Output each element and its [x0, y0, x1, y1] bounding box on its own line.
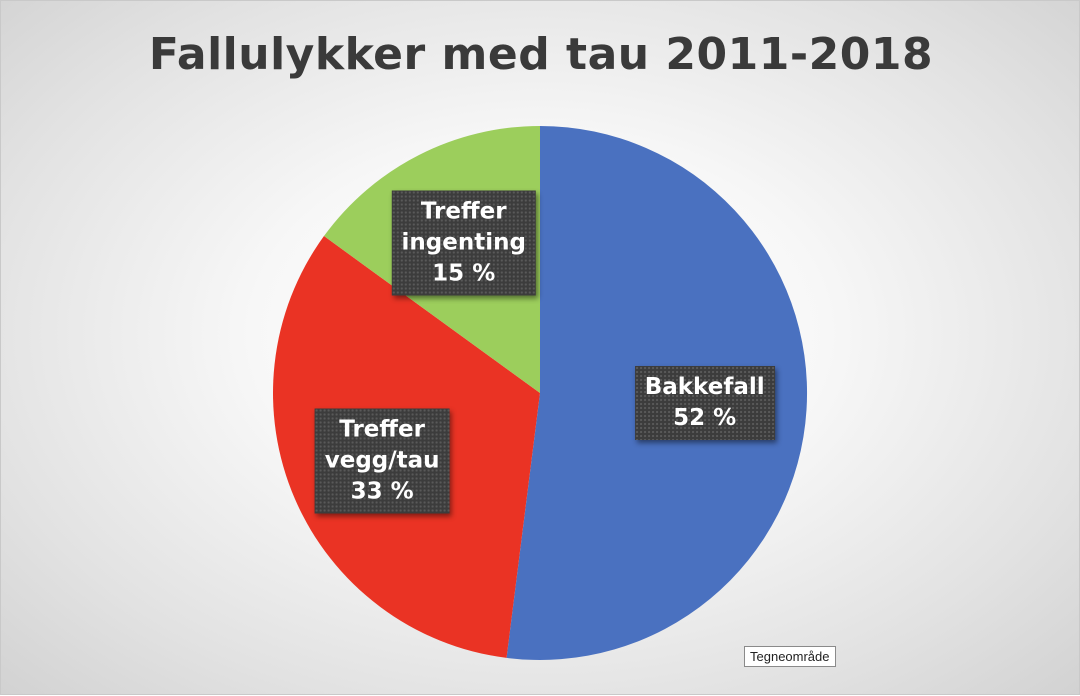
data-label-category: ingenting: [401, 229, 526, 256]
data-label-category: Treffer: [339, 416, 425, 443]
chart-title: Fallulykker med tau 2011-2018: [148, 29, 934, 80]
data-label-category: vegg/tau: [324, 447, 440, 474]
data-label: Treffer vegg/tau 33 %: [314, 408, 450, 514]
data-label-value: 52 %: [673, 405, 737, 432]
data-label-category: Bakkefall: [644, 374, 765, 401]
data-label-value: 33 %: [350, 478, 414, 505]
data-label: Bakkefall 52 %: [634, 366, 775, 441]
tooltip: Tegneområde: [744, 646, 836, 667]
data-label-value: 15 %: [432, 260, 496, 287]
data-label-category: Treffer: [420, 198, 507, 225]
data-label: Treffer ingenting 15 %: [391, 190, 536, 296]
